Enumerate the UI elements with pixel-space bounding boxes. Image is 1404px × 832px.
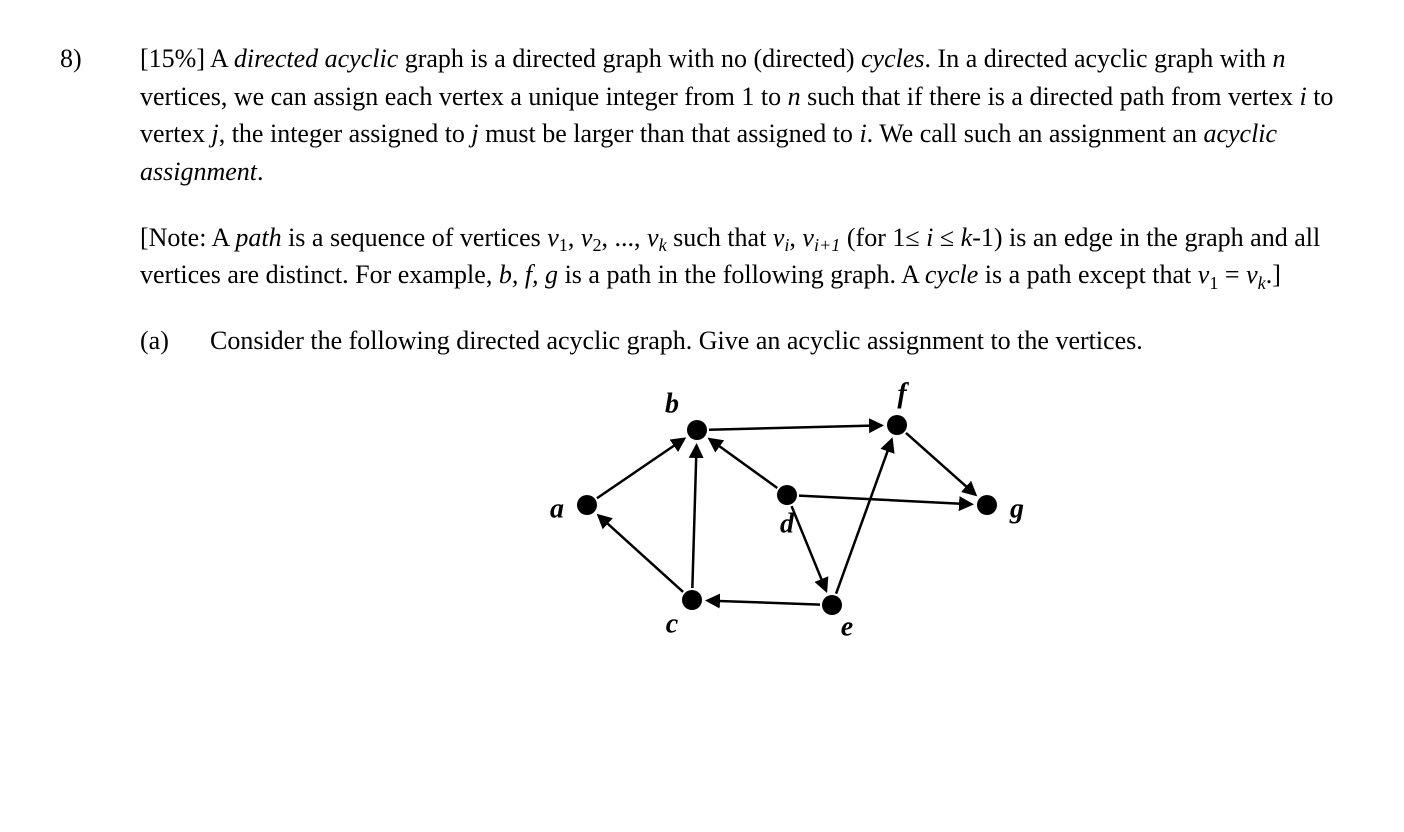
text-segment: , ..., bbox=[602, 223, 648, 252]
text-segment: , the integer assigned to bbox=[219, 119, 472, 148]
var-n: n bbox=[788, 82, 801, 111]
text-segment: such that bbox=[667, 223, 773, 252]
edge-d-g bbox=[799, 495, 971, 504]
var-v: v bbox=[581, 223, 593, 252]
edge-f-g bbox=[906, 433, 975, 494]
edge-a-b bbox=[597, 439, 684, 498]
text-segment: (for 1≤ bbox=[840, 223, 926, 252]
node-label-f: f bbox=[897, 375, 906, 416]
dag-graph: a b c d e f g bbox=[477, 370, 1077, 650]
question-number: 8) bbox=[60, 40, 110, 650]
var-k: k bbox=[961, 223, 973, 252]
node-label-g: g bbox=[1010, 490, 1024, 531]
node-label-c: c bbox=[666, 605, 678, 646]
points-label: [15%] bbox=[140, 44, 205, 73]
subscript: k bbox=[1258, 273, 1266, 293]
node-e bbox=[822, 595, 842, 615]
text-segment: . In a directed acyclic graph with bbox=[925, 44, 1273, 73]
text-segment: is a path except that bbox=[978, 260, 1197, 289]
edge-c-b bbox=[692, 446, 696, 588]
text-segment: , bbox=[568, 223, 581, 252]
text-segment: . bbox=[257, 157, 264, 186]
question-note: [Note: A path is a sequence of vertices … bbox=[140, 219, 1344, 294]
term-directed-acyclic: directed acyclic bbox=[234, 44, 398, 73]
subscript: 2 bbox=[592, 235, 601, 255]
var-v: v bbox=[1246, 260, 1258, 289]
subpart-a: (a) Consider the following directed acyc… bbox=[140, 322, 1344, 650]
var-v: v bbox=[647, 223, 659, 252]
text-segment: = bbox=[1218, 260, 1246, 289]
question-container: 8) [15%] A directed acyclic graph is a d… bbox=[60, 40, 1344, 650]
subscript: k bbox=[659, 235, 667, 255]
var-i: i bbox=[859, 119, 866, 148]
subscript: i+1 bbox=[814, 235, 840, 255]
node-a bbox=[577, 495, 597, 515]
text-segment: [Note: A bbox=[140, 223, 235, 252]
text-segment: graph is a directed graph with no (direc… bbox=[398, 44, 861, 73]
term-cycles: cycles bbox=[861, 44, 925, 73]
node-b bbox=[687, 420, 707, 440]
edge-c-a bbox=[599, 516, 683, 592]
subscript: 1 bbox=[559, 235, 568, 255]
question-body: [15%] A directed acyclic graph is a dire… bbox=[140, 40, 1344, 650]
text-segment: A bbox=[205, 44, 234, 73]
var-j: j bbox=[211, 119, 218, 148]
subpart-label: (a) bbox=[140, 322, 190, 650]
var-v: v bbox=[773, 223, 785, 252]
text-segment: . We call such an assignment an bbox=[867, 119, 1204, 148]
edge-d-e bbox=[792, 506, 826, 590]
node-label-b: b bbox=[665, 385, 679, 426]
subpart-body: Consider the following directed acyclic … bbox=[210, 322, 1344, 650]
term-path: path bbox=[235, 223, 281, 252]
text-segment: is a path in the following graph. A bbox=[558, 260, 925, 289]
path-example: b, f, g bbox=[499, 260, 558, 289]
node-c bbox=[682, 590, 702, 610]
var-n: n bbox=[1272, 44, 1285, 73]
edge-b-f bbox=[709, 425, 881, 429]
edge-e-f bbox=[836, 440, 891, 594]
text-segment: such that if there is a directed path fr… bbox=[801, 82, 1300, 111]
text-segment: , bbox=[789, 223, 802, 252]
text-segment: .] bbox=[1266, 260, 1281, 289]
text-segment: vertices, we can assign each vertex a un… bbox=[140, 82, 788, 111]
var-j: j bbox=[471, 119, 478, 148]
text-segment: is a sequence of vertices bbox=[282, 223, 548, 252]
node-label-e: e bbox=[841, 608, 853, 649]
text-segment: ≤ bbox=[933, 223, 960, 252]
node-f bbox=[887, 415, 907, 435]
question-paragraph-1: [15%] A directed acyclic graph is a dire… bbox=[140, 40, 1344, 191]
var-v: v bbox=[802, 223, 814, 252]
subpart-text: Consider the following directed acyclic … bbox=[210, 322, 1344, 360]
var-i: i bbox=[1299, 82, 1306, 111]
edge-d-b bbox=[710, 439, 777, 488]
node-d bbox=[777, 485, 797, 505]
node-label-a: a bbox=[550, 490, 564, 531]
text-segment: must be larger than that assigned to bbox=[479, 119, 860, 148]
subscript: 1 bbox=[1209, 273, 1218, 293]
node-label-d: d bbox=[780, 505, 794, 546]
var-v: v bbox=[1198, 260, 1210, 289]
edge-e-c bbox=[708, 600, 820, 604]
var-v: v bbox=[547, 223, 559, 252]
node-g bbox=[977, 495, 997, 515]
term-cycle: cycle bbox=[925, 260, 978, 289]
subscript: i bbox=[784, 235, 789, 255]
